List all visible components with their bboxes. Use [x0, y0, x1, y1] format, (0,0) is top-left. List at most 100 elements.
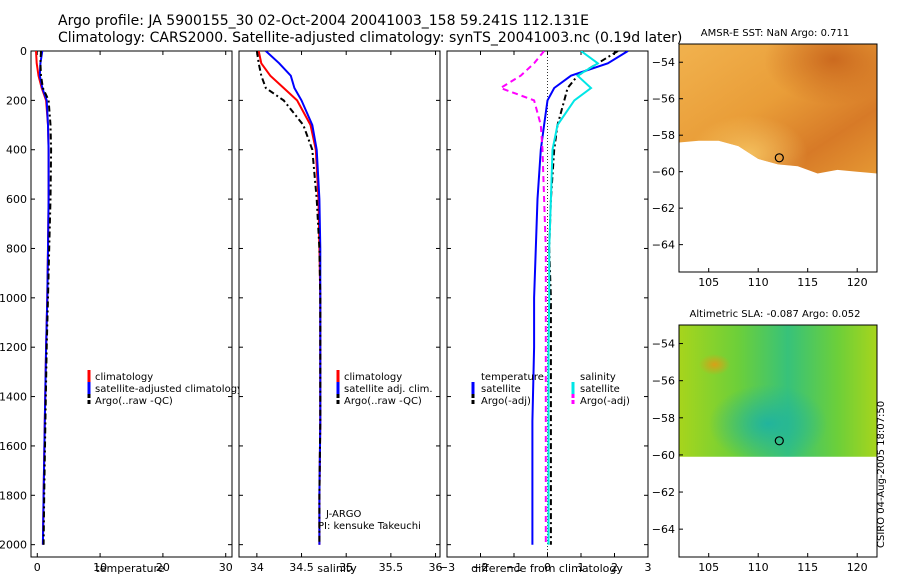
sst-map-panel: AMSR-E SST: NaN Argo: 0.711 105 110 115 120…	[652, 28, 878, 289]
y-tick-label: −54	[652, 56, 675, 69]
y-tick-label: 0	[20, 45, 27, 58]
x-tick-label: 105	[698, 561, 719, 574]
legend-label-argo: Argo(..raw -QC)	[344, 396, 422, 407]
temperature-xlabel: temperature	[95, 562, 164, 575]
temperature-lines	[35, 51, 53, 545]
x-tick-label: 2	[611, 561, 618, 574]
x-tick-label: 1	[578, 561, 585, 574]
temperature-legend: climatology satellite-adjusted climatolo…	[87, 370, 243, 407]
legend-label-argo: Argo(..raw -QC)	[95, 396, 173, 407]
sst-field-cool	[679, 44, 877, 174]
legend-label-climatology: climatology	[95, 372, 153, 383]
y-tick-label: −60	[652, 166, 675, 179]
y-tick-label: −60	[652, 449, 675, 462]
series-line-salinity-argo-adj-	[498, 51, 547, 545]
sst-map-title: AMSR-E SST: NaN Argo: 0.711	[701, 28, 849, 39]
sla-map-frame	[678, 324, 878, 558]
series-line-salinity-satellite	[547, 51, 600, 545]
y-tick-label: 600	[6, 193, 27, 206]
series-line-temperature-satellite	[531, 51, 629, 545]
difference-lines	[498, 51, 629, 545]
x-tick-label: 36	[429, 561, 443, 574]
y-tick-label: −58	[652, 129, 675, 142]
x-tick-label: 3	[645, 561, 652, 574]
y-tick-label: −64	[652, 239, 675, 252]
sla-map-title: Altimetric SLA: -0.087 Argo: 0.052	[690, 309, 861, 320]
legend-label-temp-argo: Argo(-adj)	[481, 396, 531, 407]
y-tick-label: 800	[6, 242, 27, 255]
legend-label-sal-satellite: satellite	[580, 384, 620, 395]
y-tick-label: −58	[652, 412, 675, 425]
y-tick-label: −62	[652, 486, 675, 499]
salinity-legend: climatology satellite adj. clim. Argo(..…	[336, 370, 433, 407]
x-tick-label: 115	[797, 561, 818, 574]
series-line-argo-raw-qc-	[39, 51, 53, 545]
temperature-axes-box	[30, 50, 233, 558]
x-tick-label: 10	[93, 561, 107, 574]
salinity-ticks: 34 34.5 35 35.5 36	[239, 50, 443, 574]
x-tick-label: 120	[847, 561, 868, 574]
sst-ticks: 105 110 115 120 −54 −56 −58 −60 −62 −64	[652, 56, 868, 289]
salinity-panel: 34 34.5 35 35.5 36 salinity climatology sate…	[238, 50, 443, 575]
header-line-2: Climatology: CARS2000. Satellite-adjuste…	[58, 30, 683, 46]
difference-legend-right: salinity satellite Argo(-adj)	[571, 372, 630, 407]
x-tick-label: 30	[219, 561, 233, 574]
y-tick-label: 2000	[0, 539, 27, 552]
y-tick-label: 1400	[0, 391, 27, 404]
temperature-ticks: 0 10 20 30 0 200 400 600 800 1000 1200 1400 1600 1800…	[0, 45, 233, 574]
y-tick-label: 1000	[0, 292, 27, 305]
x-tick-label: 35	[339, 561, 353, 574]
y-tick-label: 1800	[0, 489, 27, 502]
sst-map-frame	[678, 43, 878, 273]
x-tick-label: 120	[847, 276, 868, 289]
sla-ticks: 105 110 115 120 −54 −56 −58 −60 −62 −64	[652, 338, 868, 574]
x-tick-label: 20	[156, 561, 170, 574]
y-tick-label: 1600	[0, 440, 27, 453]
y-tick-label: −62	[652, 202, 675, 215]
x-tick-label: −3	[439, 561, 455, 574]
legend-label-temp-satellite: satellite	[481, 384, 521, 395]
y-tick-label: −54	[652, 338, 675, 351]
salinity-lines	[255, 51, 322, 545]
x-tick-label: −2	[472, 561, 488, 574]
series-line-argo-raw-qc-	[255, 51, 322, 545]
argo-position-marker	[774, 153, 784, 163]
legend-label-satellite: satellite adj. clim.	[344, 384, 433, 395]
y-tick-label: 200	[6, 94, 27, 107]
y-tick-label: 400	[6, 144, 27, 157]
series-line-satellite-adj-clim-	[265, 51, 322, 545]
salinity-axes-box	[238, 50, 441, 558]
temperature-panel: 0 10 20 30 0 200 400 600 800 1000 1200 1400 1600 1800…	[0, 45, 243, 575]
y-tick-label: −64	[652, 523, 675, 536]
x-tick-label: 105	[698, 276, 719, 289]
y-tick-label: −56	[652, 375, 675, 388]
difference-legend-left: temperature satellite Argo(-adj)	[471, 372, 544, 407]
x-tick-label: −1	[506, 561, 522, 574]
legend-label-satellite: satellite-adjusted climatology	[95, 384, 243, 395]
x-tick-label: 115	[797, 276, 818, 289]
sst-field	[679, 44, 877, 174]
annotation-pi: PI: kensuke Takeuchi	[318, 521, 421, 532]
sla-field	[679, 325, 877, 457]
salinity-xlabel: salinity	[317, 562, 357, 575]
legend-label-climatology: climatology	[344, 372, 402, 383]
header-line-1: Argo profile: JA 5900155_30 02-Oct-2004 …	[58, 13, 589, 29]
x-tick-label: 34	[250, 561, 264, 574]
timestamp-stamp: CSIRO 04-Aug-2005 18:07:50	[876, 400, 887, 548]
sla-map-panel: Altimetric SLA: -0.087 Argo: 0.052 105 11…	[652, 309, 878, 574]
annotation-program: J-ARGO	[325, 509, 362, 520]
x-tick-label: 110	[748, 561, 769, 574]
difference-panel: −3 −2 −1 0 1 2 3 difference from climatology t…	[439, 50, 652, 575]
legend-heading-salinity: salinity	[580, 372, 616, 383]
argo-position-marker	[774, 436, 784, 446]
y-tick-label: 1200	[0, 341, 27, 354]
sla-field-high	[679, 325, 877, 457]
legend-heading-temperature: temperature	[481, 372, 544, 383]
x-tick-label: 35.5	[379, 561, 404, 574]
legend-label-sal-argo: Argo(-adj)	[580, 396, 630, 407]
difference-ticks: −3 −2 −1 0 1 2 3	[439, 50, 652, 574]
x-tick-label: 0	[544, 561, 551, 574]
x-tick-label: 0	[34, 561, 41, 574]
x-tick-label: 110	[748, 276, 769, 289]
